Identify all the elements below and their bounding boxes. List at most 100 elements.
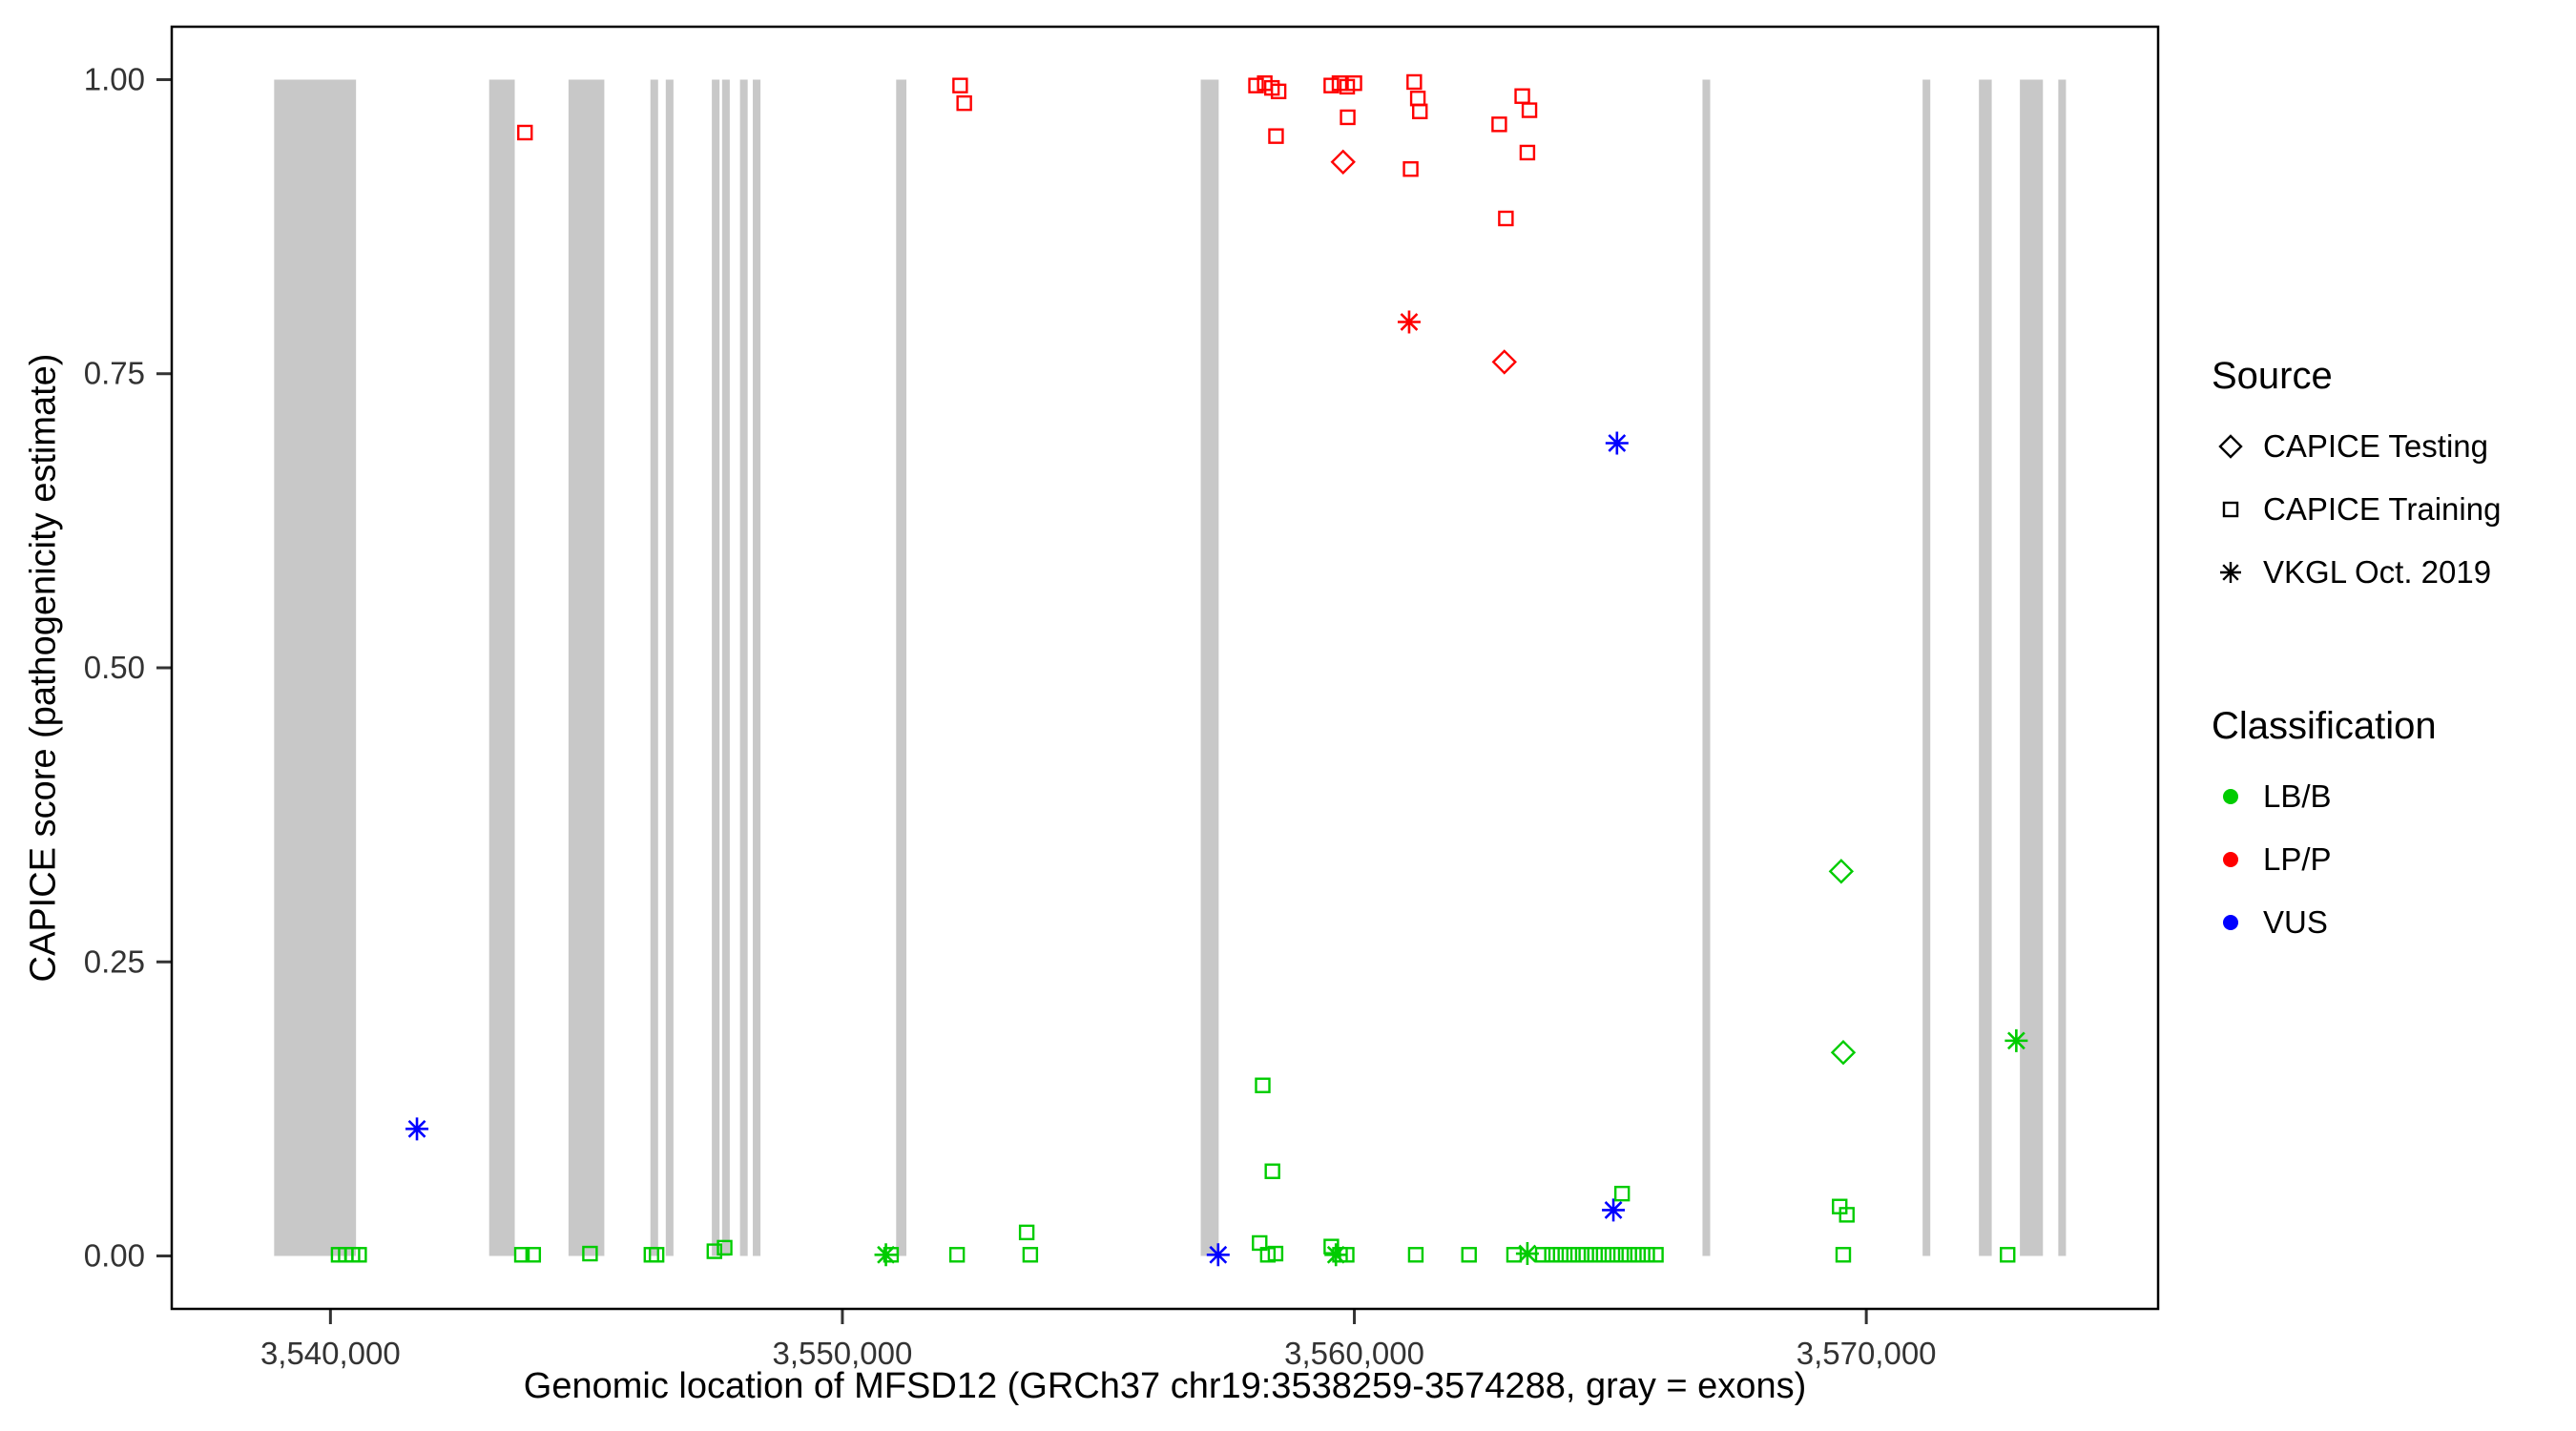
- data-point-square: [513, 1247, 530, 1263]
- data-point-asterisk: [405, 1117, 429, 1141]
- exon-band: [1702, 79, 1711, 1256]
- data-point-square: [1587, 1247, 1603, 1263]
- data-point-square: [948, 1247, 966, 1263]
- data-point-diamond: [1830, 1040, 1857, 1066]
- data-point-square: [1648, 1247, 1664, 1263]
- data-point-square: [1255, 1077, 1271, 1093]
- data-point-square: [1323, 77, 1340, 93]
- data-point-diamond: [1330, 149, 1356, 175]
- data-point-square: [1402, 160, 1419, 177]
- panel-border: [170, 25, 2160, 1311]
- legend-classification: Classification LB/B LP/P VUS: [2212, 705, 2501, 943]
- legend-classification-title: Classification: [2212, 705, 2437, 747]
- legend-item-lbb: LB/B: [2212, 777, 2501, 817]
- data-point-asterisk: [1605, 431, 1629, 455]
- data-point-square: [1839, 1207, 1855, 1223]
- y-axis-title: CAPICE score (pathogenicity estimate): [23, 353, 64, 983]
- data-point-square: [1552, 1247, 1568, 1263]
- legend-item-lpp: LP/P: [2212, 840, 2501, 880]
- data-point-square: [1519, 144, 1536, 161]
- legend-item-label: VUS: [2263, 904, 2328, 940]
- data-point-square: [1270, 83, 1287, 100]
- exon-band: [721, 79, 730, 1256]
- data-point-square: [1346, 74, 1362, 92]
- x-tick-label: 3,570,000: [1797, 1336, 1937, 1371]
- data-point-square: [1498, 210, 1514, 227]
- square-icon: [2212, 492, 2250, 527]
- data-point-square: [1612, 1247, 1630, 1263]
- exon-band: [712, 79, 720, 1256]
- y-tick-label: 1.00: [84, 61, 145, 96]
- asterisk-icon: [2212, 555, 2250, 590]
- x-tick-label: 3,550,000: [773, 1336, 913, 1371]
- data-point-square: [1406, 73, 1423, 91]
- data-point-square: [1578, 1247, 1594, 1263]
- exon-band: [665, 79, 674, 1256]
- data-point-square: [2000, 1247, 2016, 1263]
- data-point-asterisk: [1324, 1243, 1348, 1267]
- data-point-square: [517, 124, 533, 141]
- x-tick-label: 3,560,000: [1284, 1336, 1424, 1371]
- data-point-square: [1595, 1247, 1612, 1263]
- exon-band: [274, 79, 357, 1256]
- exon-band: [488, 79, 515, 1256]
- data-point-square: [582, 1245, 598, 1262]
- data-point-asterisk: [874, 1243, 898, 1267]
- legend: Source CAPICE Testing CAPICE Training VK…: [2212, 355, 2501, 943]
- exon-band: [1922, 79, 1931, 1256]
- data-point-square: [1569, 1247, 1587, 1263]
- data-point-square: [952, 77, 968, 93]
- exon-band: [753, 79, 761, 1256]
- data-point-square: [1544, 1247, 1560, 1263]
- data-point-square: [1252, 1234, 1268, 1252]
- data-point-square: [1248, 77, 1264, 93]
- data-point-asterisk: [1515, 1242, 1539, 1266]
- data-point-square: [1561, 1247, 1578, 1263]
- data-point-square: [1613, 1185, 1631, 1202]
- data-point-square: [717, 1239, 733, 1256]
- diamond-icon: [2212, 429, 2250, 464]
- data-point-asterisk: [2005, 1028, 2028, 1052]
- exon-band: [739, 79, 748, 1256]
- data-point-square: [1340, 109, 1356, 126]
- legend-item-label: CAPICE Training: [2263, 491, 2502, 527]
- data-point-square: [1604, 1247, 1621, 1263]
- data-point-square: [1018, 1224, 1035, 1241]
- legend-item-capice-training: CAPICE Training: [2212, 489, 2501, 529]
- data-point-square: [1409, 91, 1426, 107]
- legend-item-capice-testing: CAPICE Testing: [2212, 426, 2501, 467]
- exon-band: [1979, 79, 1992, 1256]
- data-point-diamond: [1828, 859, 1855, 884]
- y-tick-label: 0.75: [84, 356, 145, 391]
- legend-item-vkgl: VKGL Oct. 2019: [2212, 552, 2501, 592]
- data-point-square: [1514, 88, 1530, 104]
- y-tick-label: 0.25: [84, 944, 145, 979]
- exon-band: [2058, 79, 2067, 1256]
- data-point-square: [1521, 102, 1538, 118]
- legend-item-vus: VUS: [2212, 902, 2501, 943]
- y-tick-label: 0.00: [84, 1238, 145, 1274]
- exon-band: [896, 79, 907, 1256]
- data-point-diamond: [1491, 349, 1517, 375]
- data-point-square: [1835, 1247, 1852, 1263]
- data-point-square: [1022, 1247, 1039, 1263]
- data-point-asterisk: [1602, 1198, 1626, 1222]
- data-point-square: [1491, 116, 1507, 133]
- circle-icon: [2212, 905, 2250, 940]
- data-point-square: [1323, 1238, 1340, 1255]
- data-point-square: [1621, 1247, 1637, 1263]
- exon-band: [568, 79, 605, 1256]
- x-axis-title: Genomic location of MFSD12 (GRCh37 chr19…: [523, 1366, 1807, 1406]
- data-point-asterisk: [1397, 310, 1421, 334]
- legend-item-label: VKGL Oct. 2019: [2263, 554, 2492, 590]
- data-point-square: [1264, 1163, 1280, 1179]
- data-point-square: [1267, 1245, 1284, 1262]
- data-point-square: [1639, 1247, 1655, 1263]
- exon-band: [1200, 79, 1219, 1256]
- exon-band: [650, 79, 658, 1256]
- legend-source-title: Source: [2212, 355, 2333, 397]
- data-point-square: [1461, 1247, 1477, 1263]
- y-tick-label: 0.50: [84, 650, 145, 685]
